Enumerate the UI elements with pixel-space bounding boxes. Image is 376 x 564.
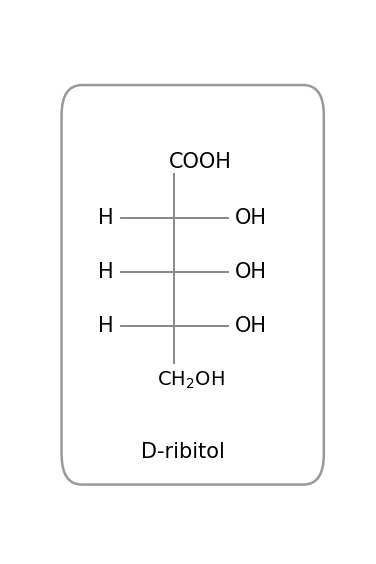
Text: D-ribitol: D-ribitol: [141, 442, 224, 462]
Text: CH$_2$OH: CH$_2$OH: [158, 369, 225, 391]
Text: H: H: [99, 316, 114, 336]
Text: H: H: [99, 262, 114, 282]
Text: OH: OH: [235, 208, 267, 227]
Text: COOH: COOH: [168, 152, 231, 172]
Text: OH: OH: [235, 262, 267, 282]
Text: H: H: [99, 208, 114, 227]
FancyBboxPatch shape: [62, 85, 324, 484]
Text: OH: OH: [235, 316, 267, 336]
